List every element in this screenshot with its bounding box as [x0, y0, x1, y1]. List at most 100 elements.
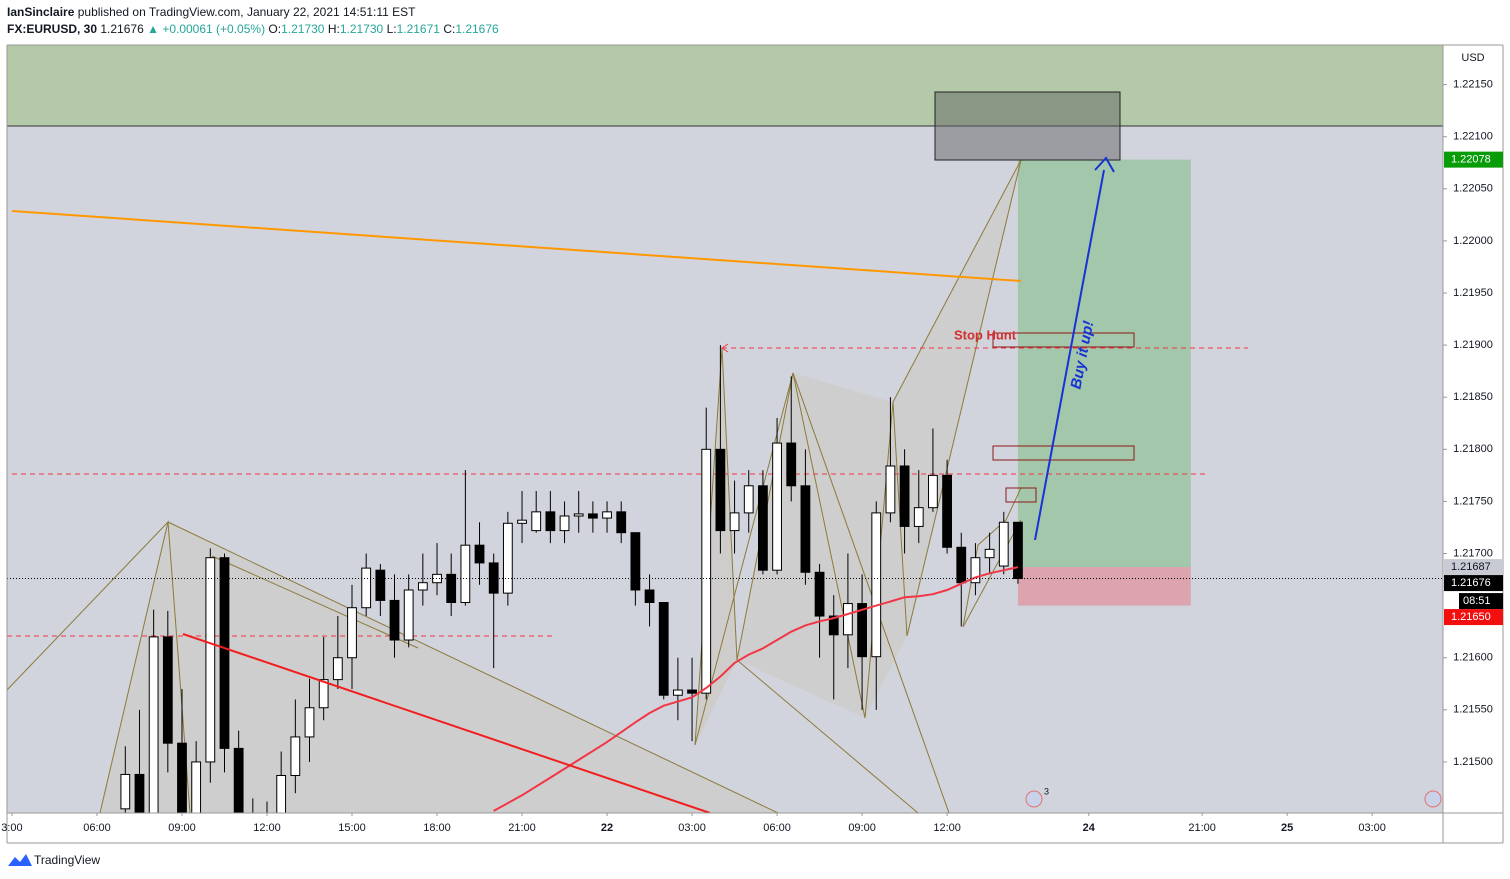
- box: [1005, 487, 1037, 503]
- change: ▲ +0.00061 (+0.05%): [147, 22, 266, 36]
- candle-body: [148, 636, 159, 813]
- level-arrow: [721, 343, 729, 353]
- candle-body: [998, 521, 1009, 567]
- ohlc: O:1.21730 H:1.21730 L:1.21671 C:1.21676: [268, 22, 498, 36]
- y-tick-label: 1.22100: [1453, 131, 1493, 143]
- candle-body: [205, 557, 216, 763]
- candle-body: [913, 507, 924, 527]
- candle-body: [758, 485, 768, 571]
- candle-body: [956, 546, 967, 584]
- candle-body: [233, 747, 244, 813]
- candle-body: [587, 513, 598, 519]
- y-tick-label: 1.22000: [1453, 235, 1493, 247]
- candle-body: [828, 615, 839, 636]
- candle-body: [843, 603, 853, 636]
- ohlc-value: 1.21730: [281, 22, 325, 36]
- symbol-line: FX:EURUSD, 30 1.21676 ▲ +0.00061 (+0.05%…: [7, 21, 499, 38]
- x-tick-label: 3:00: [1, 822, 22, 834]
- event-icon[interactable]: [1424, 790, 1442, 808]
- y-tick-label: 1.21850: [1453, 391, 1493, 403]
- candle-body: [814, 571, 825, 617]
- arrow-head: [1094, 156, 1115, 173]
- x-tick-label: 06:00: [83, 822, 111, 834]
- ohlc-value: 1.21730: [339, 22, 384, 36]
- annotation: Stop Hunt: [954, 327, 1017, 342]
- candle-body: [630, 532, 641, 591]
- countdown: 08:51: [1463, 595, 1491, 607]
- candle-body: [672, 689, 683, 696]
- candle-body: [658, 602, 669, 696]
- candle-body: [191, 761, 202, 813]
- candle-body: [290, 736, 301, 776]
- pattern: [736, 659, 919, 813]
- candle-body: [786, 442, 797, 487]
- position: [1017, 159, 1191, 606]
- x-tick-label: 06:00: [763, 822, 791, 834]
- candle-body: [134, 773, 145, 813]
- candle-body: [531, 511, 542, 532]
- candle-body: [460, 544, 471, 604]
- candle-body: [616, 511, 627, 534]
- candle-body: [772, 442, 782, 571]
- candle-body: [743, 485, 754, 514]
- y-tick-label: 1.22050: [1453, 183, 1493, 195]
- candle-body: [332, 657, 343, 681]
- y-tick-label: 1.21600: [1453, 652, 1493, 664]
- x-tick-label: 03:00: [678, 822, 706, 834]
- candle-body: [800, 485, 811, 573]
- candle-body: [488, 562, 499, 594]
- y-tick-label: 1.22150: [1453, 79, 1493, 91]
- candle-body: [432, 573, 442, 584]
- x-tick-label: 12:00: [253, 822, 281, 834]
- x-tick-label: 03:00: [1358, 822, 1386, 834]
- candle-body: [559, 515, 570, 532]
- y-tick-label: 1.21950: [1453, 287, 1493, 299]
- candle-body: [502, 522, 513, 594]
- price-tag: [1444, 609, 1503, 626]
- x-tick-label: 18:00: [423, 822, 451, 834]
- event-count: 3: [1044, 786, 1049, 796]
- x-tick-label: 22: [601, 822, 613, 834]
- price-tag-label: 1.21650: [1451, 611, 1491, 623]
- price-tag: [1444, 575, 1503, 592]
- candle-body: [899, 465, 910, 527]
- box: [992, 332, 1135, 348]
- candle-body: [389, 599, 400, 641]
- candle-body: [517, 519, 527, 524]
- candle-body: [970, 557, 981, 584]
- candle-body: [1013, 521, 1023, 580]
- published: published on TradingView.com, January 22…: [77, 5, 416, 19]
- candle-body: [729, 512, 740, 532]
- countdown-tag: [1459, 593, 1503, 610]
- arrow: [1034, 169, 1105, 541]
- x-tick-label: 09:00: [848, 822, 876, 834]
- y-tick-label: 1.21750: [1453, 495, 1493, 507]
- candle-body: [219, 557, 230, 749]
- candle-body: [375, 569, 386, 601]
- candle-body: [347, 607, 357, 659]
- event-icon[interactable]: [1025, 790, 1043, 808]
- pattern: [962, 487, 1022, 628]
- x-tick-label: 15:00: [338, 822, 366, 834]
- candle-body: [644, 589, 655, 604]
- candle-body: [984, 548, 995, 559]
- box: [992, 445, 1135, 461]
- x-tick-label: 21:00: [508, 822, 536, 834]
- candle-body: [177, 742, 187, 813]
- ohlc-key: L:: [386, 22, 397, 36]
- logo: [8, 854, 32, 866]
- ohlc-key: H:: [327, 22, 340, 36]
- price-tag: [1444, 559, 1503, 576]
- candle-body: [715, 448, 726, 532]
- candle-body: [446, 573, 457, 604]
- candle-body: [417, 582, 428, 591]
- candle-body: [403, 589, 414, 641]
- zone: [7, 45, 1443, 126]
- x-tick-label: 21:00: [1188, 822, 1216, 834]
- candle-body: [602, 511, 612, 519]
- plot-background: [7, 45, 1443, 813]
- ohlc-value: 1.21671: [396, 22, 440, 36]
- candle-body: [361, 567, 372, 609]
- candle-body: [885, 465, 896, 514]
